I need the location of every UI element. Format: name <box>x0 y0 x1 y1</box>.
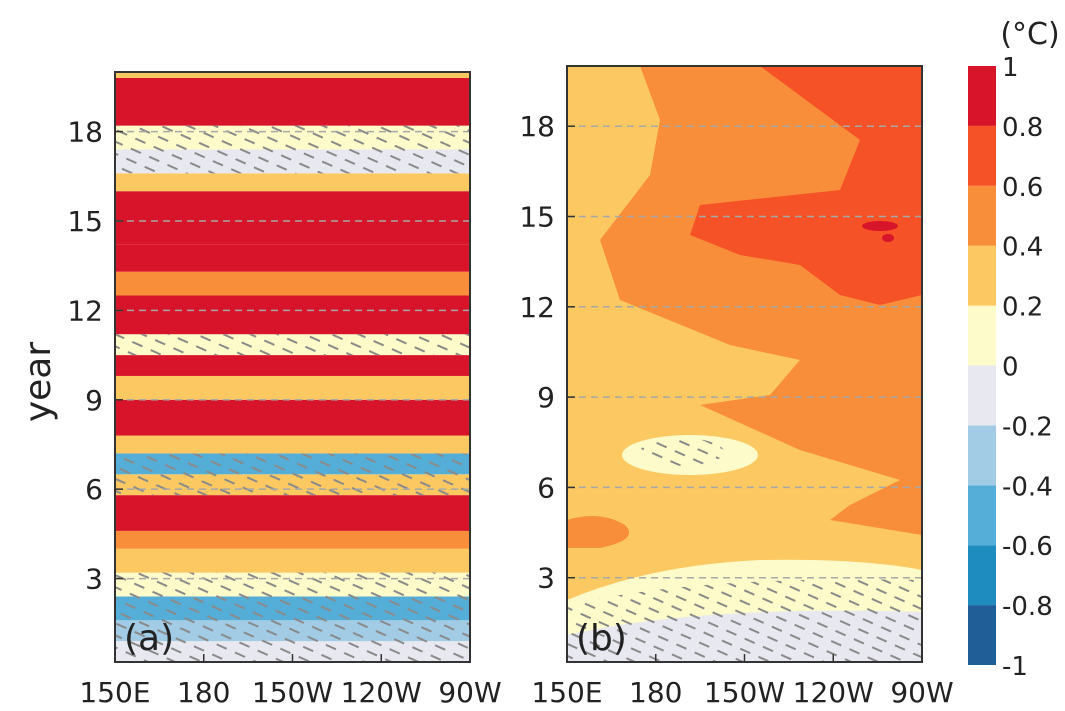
colorbar-label: 0.4 <box>1002 233 1043 263</box>
colorbar-label: 0.2 <box>1002 293 1043 323</box>
colorbar-label: -0.2 <box>1002 412 1053 442</box>
hatch-bottom <box>567 579 922 662</box>
panel-b-y-ticks: 3 6 9 12 15 18 <box>519 110 575 595</box>
colorbar-label: -0.6 <box>1002 532 1053 562</box>
panel-a-hatching <box>115 125 470 662</box>
y-tick-label: 18 <box>519 110 555 143</box>
region-east-warm <box>600 66 922 535</box>
band-18 <box>115 173 470 192</box>
band-15 <box>115 271 470 296</box>
band-14 <box>115 295 470 335</box>
y-tick-label: 6 <box>85 473 103 506</box>
y-tick-label: 6 <box>537 471 555 504</box>
panel-a-label: (a) <box>124 618 174 659</box>
hatch-region-0 <box>115 572 470 662</box>
colorbar-swatch <box>968 66 996 126</box>
colorbar-label: 0.6 <box>1002 173 1043 203</box>
colorbar-label: 0.8 <box>1002 113 1043 143</box>
band-6 <box>115 495 470 531</box>
band-10 <box>115 399 470 436</box>
colorbar-swatch <box>968 245 996 306</box>
y-tick-label: 15 <box>519 201 555 234</box>
region-max-2 <box>882 234 894 242</box>
colorbar-unit: (°C) <box>1000 17 1059 52</box>
panel-b-x-ticks: 150E 180 150W 120W 90W <box>531 654 954 709</box>
y-tick-label: 15 <box>67 205 103 238</box>
x-tick-label: 150E <box>79 676 150 709</box>
band-5 <box>115 530 470 549</box>
panel-a-y-ticks: 3 6 9 12 15 18 <box>67 116 123 596</box>
x-tick-label: 150W <box>704 676 785 709</box>
colorbar-label: -1 <box>1002 652 1028 682</box>
colorbar-swatch <box>968 365 996 426</box>
colorbar-label: 1 <box>1002 53 1019 83</box>
y-tick-label: 3 <box>537 562 555 595</box>
region-east-core <box>690 66 922 305</box>
y-tick-label: 12 <box>67 294 103 327</box>
panel-b-hatching <box>567 438 922 662</box>
colorbar-swatch <box>968 485 996 546</box>
band-9 <box>115 435 470 454</box>
band-4 <box>115 548 470 573</box>
band-16 <box>115 244 470 272</box>
band-11 <box>115 375 470 400</box>
y-tick-label: 12 <box>519 291 555 324</box>
colorbar-swatch <box>968 305 996 366</box>
x-tick-label: 120W <box>341 676 422 709</box>
band-12 <box>115 355 470 376</box>
band-21 <box>115 77 470 126</box>
colorbar-label: -0.4 <box>1002 472 1053 502</box>
x-tick-label: 180 <box>629 676 682 709</box>
hatch-region-3 <box>115 125 470 174</box>
hatch-region-1 <box>115 453 470 496</box>
colorbar-labels: -1 -0.8 -0.6 -0.4 -0.2 0 0.2 0.4 0.6 0.8 1 <box>1002 53 1053 682</box>
x-tick-label: 150E <box>531 676 602 709</box>
panel-a-x-ticks: 150E 180 150W 120W 90W <box>79 654 502 709</box>
panel-a-heatmap: 3 6 9 12 15 18 150E 180 150W 120W 90W (a) <box>67 71 502 709</box>
y-tick-label: 3 <box>85 563 103 596</box>
colorbar: -1 -0.8 -0.6 -0.4 -0.2 0 0.2 0.4 0.6 0.8 1 (°C) <box>968 17 1060 682</box>
colorbar-swatch <box>968 125 996 186</box>
hatch-region-2 <box>115 334 470 356</box>
hatch-oval <box>640 438 724 466</box>
x-tick-label: 120W <box>793 676 874 709</box>
colorbar-swatch <box>968 425 996 486</box>
panel-b-heatmap: 3 6 9 12 15 18 150E 180 150W 120W 90W (b) <box>519 65 954 709</box>
colorbar-swatch <box>968 185 996 246</box>
colorbar-swatch <box>968 545 996 606</box>
panel-b-label: (b) <box>576 618 627 659</box>
x-tick-label: 90W <box>890 676 953 709</box>
band-17 <box>115 191 470 245</box>
region-max <box>862 221 898 231</box>
region-west-blob <box>567 516 630 548</box>
y-axis-title: year <box>18 342 59 423</box>
x-tick-label: 150W <box>252 676 333 709</box>
y-tick-label: 9 <box>85 384 103 417</box>
x-tick-label: 90W <box>438 676 501 709</box>
panel-b-regions <box>567 66 922 662</box>
y-tick-label: 18 <box>67 116 103 149</box>
y-tick-label: 9 <box>537 381 555 414</box>
colorbar-swatch <box>968 605 996 665</box>
x-tick-label: 180 <box>177 676 230 709</box>
colorbar-swatches <box>968 66 996 665</box>
colorbar-label: 0 <box>1002 353 1019 383</box>
band-22 <box>115 72 470 78</box>
colorbar-label: -0.8 <box>1002 592 1053 622</box>
